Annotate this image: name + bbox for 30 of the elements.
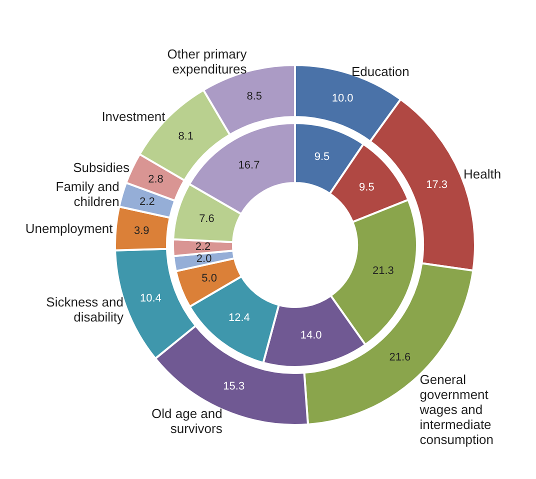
data-label: 10.0 — [332, 92, 354, 105]
slice-label: Sickness and disability — [46, 294, 124, 324]
data-label: 9.5 — [359, 181, 374, 194]
slice-label: General government wages and intermediate consumption — [418, 371, 494, 446]
slice-label: Investment — [102, 108, 166, 124]
data-label: 3.9 — [134, 224, 150, 237]
data-label: 9.5 — [314, 151, 330, 164]
data-label: 7.6 — [199, 213, 214, 226]
slice-label: Old age and survivors — [152, 405, 223, 436]
slice-label: Education — [351, 63, 410, 78]
slice-label: Family and children — [56, 178, 120, 209]
data-label: 21.3 — [372, 265, 394, 278]
data-label: 2.2 — [140, 196, 155, 208]
data-label: 2.2 — [195, 241, 211, 254]
slice-label: Unemployment — [25, 220, 114, 236]
data-label: 8.5 — [246, 90, 262, 102]
slice-label: Other primary expenditures — [167, 46, 248, 76]
data-label: 8.1 — [178, 130, 194, 142]
data-label: 2.0 — [196, 253, 212, 266]
data-label: 14.0 — [300, 330, 322, 342]
data-label: 2.8 — [148, 173, 164, 186]
data-label: 10.4 — [140, 292, 162, 305]
data-label: 16.7 — [238, 159, 260, 172]
data-label: 15.3 — [223, 380, 245, 392]
data-label: 17.3 — [426, 179, 448, 192]
data-label: 5.0 — [202, 272, 217, 285]
data-label: 21.6 — [389, 352, 411, 364]
slice-label: Subsidies — [73, 159, 130, 174]
data-label: 12.4 — [228, 312, 250, 324]
slice-label: Health — [464, 166, 502, 182]
